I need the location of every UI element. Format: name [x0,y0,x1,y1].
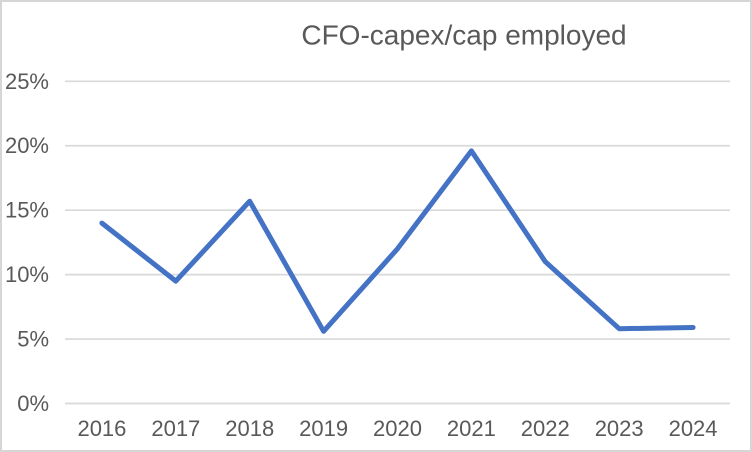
x-tick-label-2016: 2016 [77,416,126,441]
y-tick-label-20%: 20% [5,133,49,158]
x-tick-label-2022: 2022 [521,416,570,441]
y-tick-label-5%: 5% [17,327,49,352]
series-line [99,148,696,334]
x-tick-label-2018: 2018 [225,416,274,441]
chart-title: CFO-capex/cap employed [301,20,626,51]
y-tick-label-15%: 15% [5,198,49,223]
x-tick-label-2017: 2017 [151,416,200,441]
y-tick-label-25%: 25% [5,69,49,94]
y-tick-label-10%: 10% [5,262,49,287]
x-tick-label-2019: 2019 [299,416,348,441]
x-tick-label-2020: 2020 [373,416,422,441]
y-tick-label-0%: 0% [17,391,49,416]
x-tick-label-2021: 2021 [447,416,496,441]
x-tick-label-2024: 2024 [669,416,718,441]
x-tick-label-2023: 2023 [595,416,644,441]
